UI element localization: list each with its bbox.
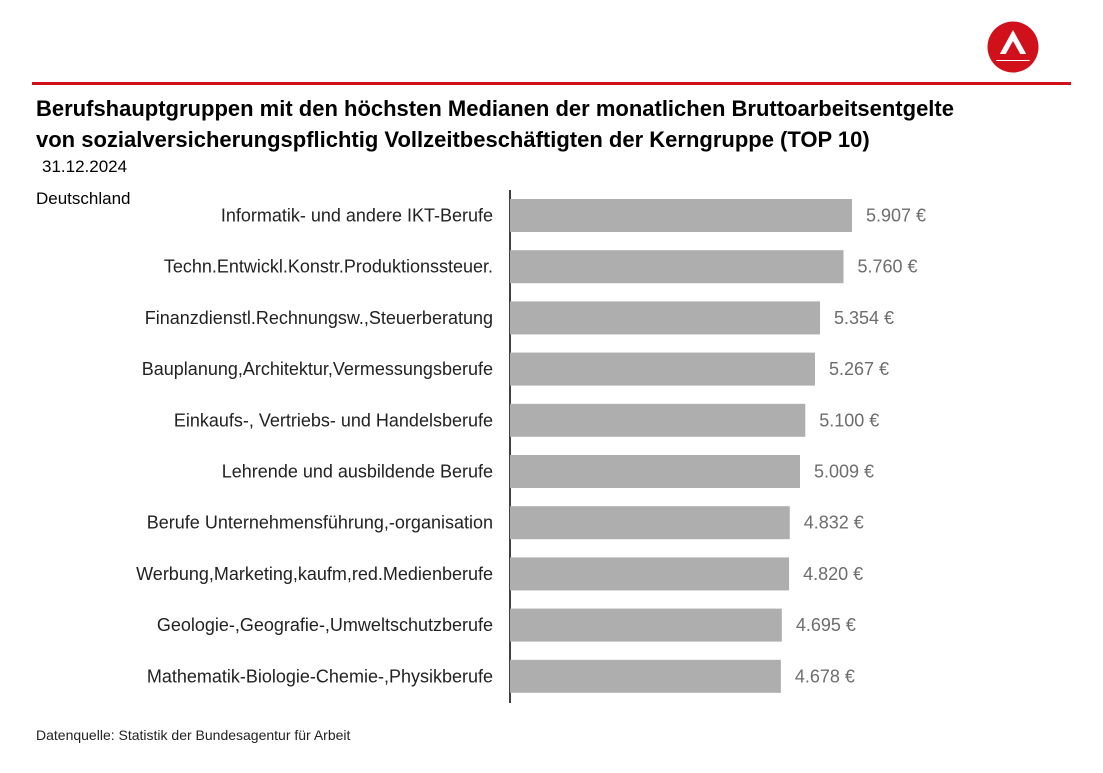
bar — [510, 301, 820, 335]
chart-title: Berufshauptgruppen mit den höchsten Medi… — [36, 93, 1096, 155]
data-label: 5.907 € — [866, 206, 926, 226]
data-label: 4.832 € — [804, 513, 864, 533]
data-label: 4.820 € — [803, 564, 863, 584]
title-line-2: von sozialversicherungspflichtig Vollzei… — [36, 127, 870, 152]
bar — [510, 608, 782, 642]
bar — [510, 659, 781, 693]
bar — [510, 352, 815, 386]
category-label: Finanzdienstl.Rechnungsw.,Steuerberatung — [145, 308, 493, 328]
data-source: Datenquelle: Statistik der Bundesagentur… — [36, 727, 351, 743]
category-label: Geologie-,Geografie-,Umweltschutzberufe — [157, 615, 493, 635]
agency-logo-icon — [987, 21, 1039, 73]
data-label: 5.267 € — [829, 359, 889, 379]
category-label: Einkaufs-, Vertriebs- und Handelsberufe — [174, 410, 493, 430]
data-label: 5.009 € — [814, 462, 874, 482]
data-label: 5.100 € — [819, 410, 879, 430]
category-label: Lehrende und ausbildende Berufe — [222, 462, 493, 482]
bar — [510, 506, 790, 540]
bar-chart: Informatik- und andere IKT-Berufe 5.907 €… — [136, 190, 926, 703]
category-label: Bauplanung,Architektur,Vermessungsberufe — [142, 359, 493, 379]
data-label: 5.760 € — [857, 257, 917, 277]
data-label: 4.678 € — [795, 666, 855, 686]
category-label: Informatik- und andere IKT-Berufe — [221, 206, 493, 226]
region-label: Deutschland — [36, 189, 131, 208]
data-label: 4.695 € — [796, 615, 856, 635]
header-divider — [32, 82, 1071, 85]
bar — [510, 199, 852, 232]
category-label: Berufe Unternehmensführung,-organisation — [147, 513, 493, 533]
reference-date: 31.12.2024 — [42, 157, 128, 176]
bar — [510, 403, 806, 437]
bar — [510, 455, 801, 488]
title-line-1: Berufshauptgruppen mit den höchsten Medi… — [36, 96, 954, 121]
category-label: Techn.Entwickl.Konstr.Produktionssteuer. — [164, 257, 493, 277]
category-label: Mathematik-Biologie-Chemie-,Physikberufe — [147, 666, 493, 686]
category-label: Werbung,Marketing,kaufm,red.Medienberufe — [136, 564, 493, 584]
bar — [510, 557, 790, 591]
bar — [510, 250, 844, 284]
data-label: 5.354 € — [834, 308, 894, 328]
